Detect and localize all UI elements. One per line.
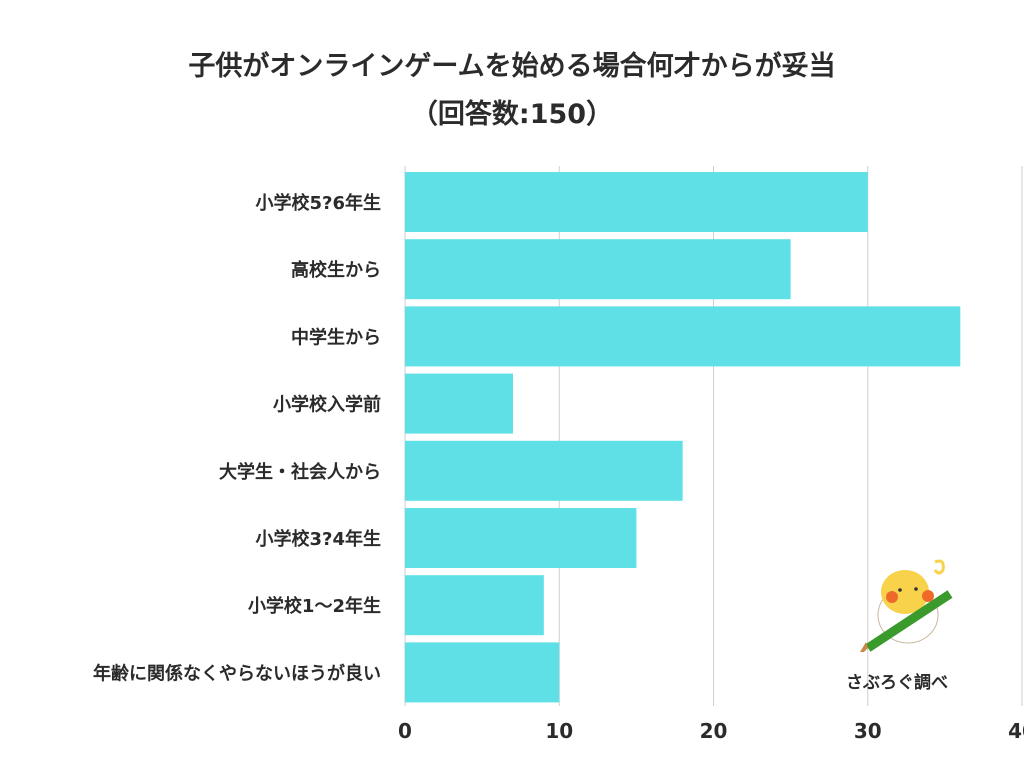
bar: [405, 440, 683, 501]
x-tick-label: 20: [700, 719, 728, 743]
bar: [405, 373, 513, 434]
chart-subtitle: （回答数:150）: [410, 99, 614, 130]
x-tick-label: 30: [854, 719, 882, 743]
category-label: 年齢に関係なくやらないほうが良い: [93, 662, 381, 684]
category-label: 高校生から: [291, 259, 381, 281]
category-label: 小学校1～2年生: [248, 595, 381, 617]
bar: [405, 239, 791, 300]
x-tick-label: 10: [545, 719, 573, 743]
x-tick-label: 40: [1008, 719, 1024, 743]
bar: [405, 575, 544, 636]
x-tick-label: 0: [398, 719, 412, 743]
chart-title: 子供がオンラインゲームを始める場合何才からが妥当: [188, 51, 836, 82]
category-label: 小学校入学前: [273, 394, 381, 416]
category-label: 大学生・社会人から: [219, 461, 381, 483]
bar: [405, 172, 868, 232]
credit-label: さぶろぐ調べ: [846, 673, 948, 693]
bar: [405, 508, 637, 568]
bar: [405, 642, 560, 703]
category-label: 小学校3?4年生: [256, 528, 382, 550]
bar: [405, 306, 961, 367]
category-label: 小学校5?6年生: [256, 192, 382, 214]
category-label: 中学生から: [291, 326, 381, 348]
